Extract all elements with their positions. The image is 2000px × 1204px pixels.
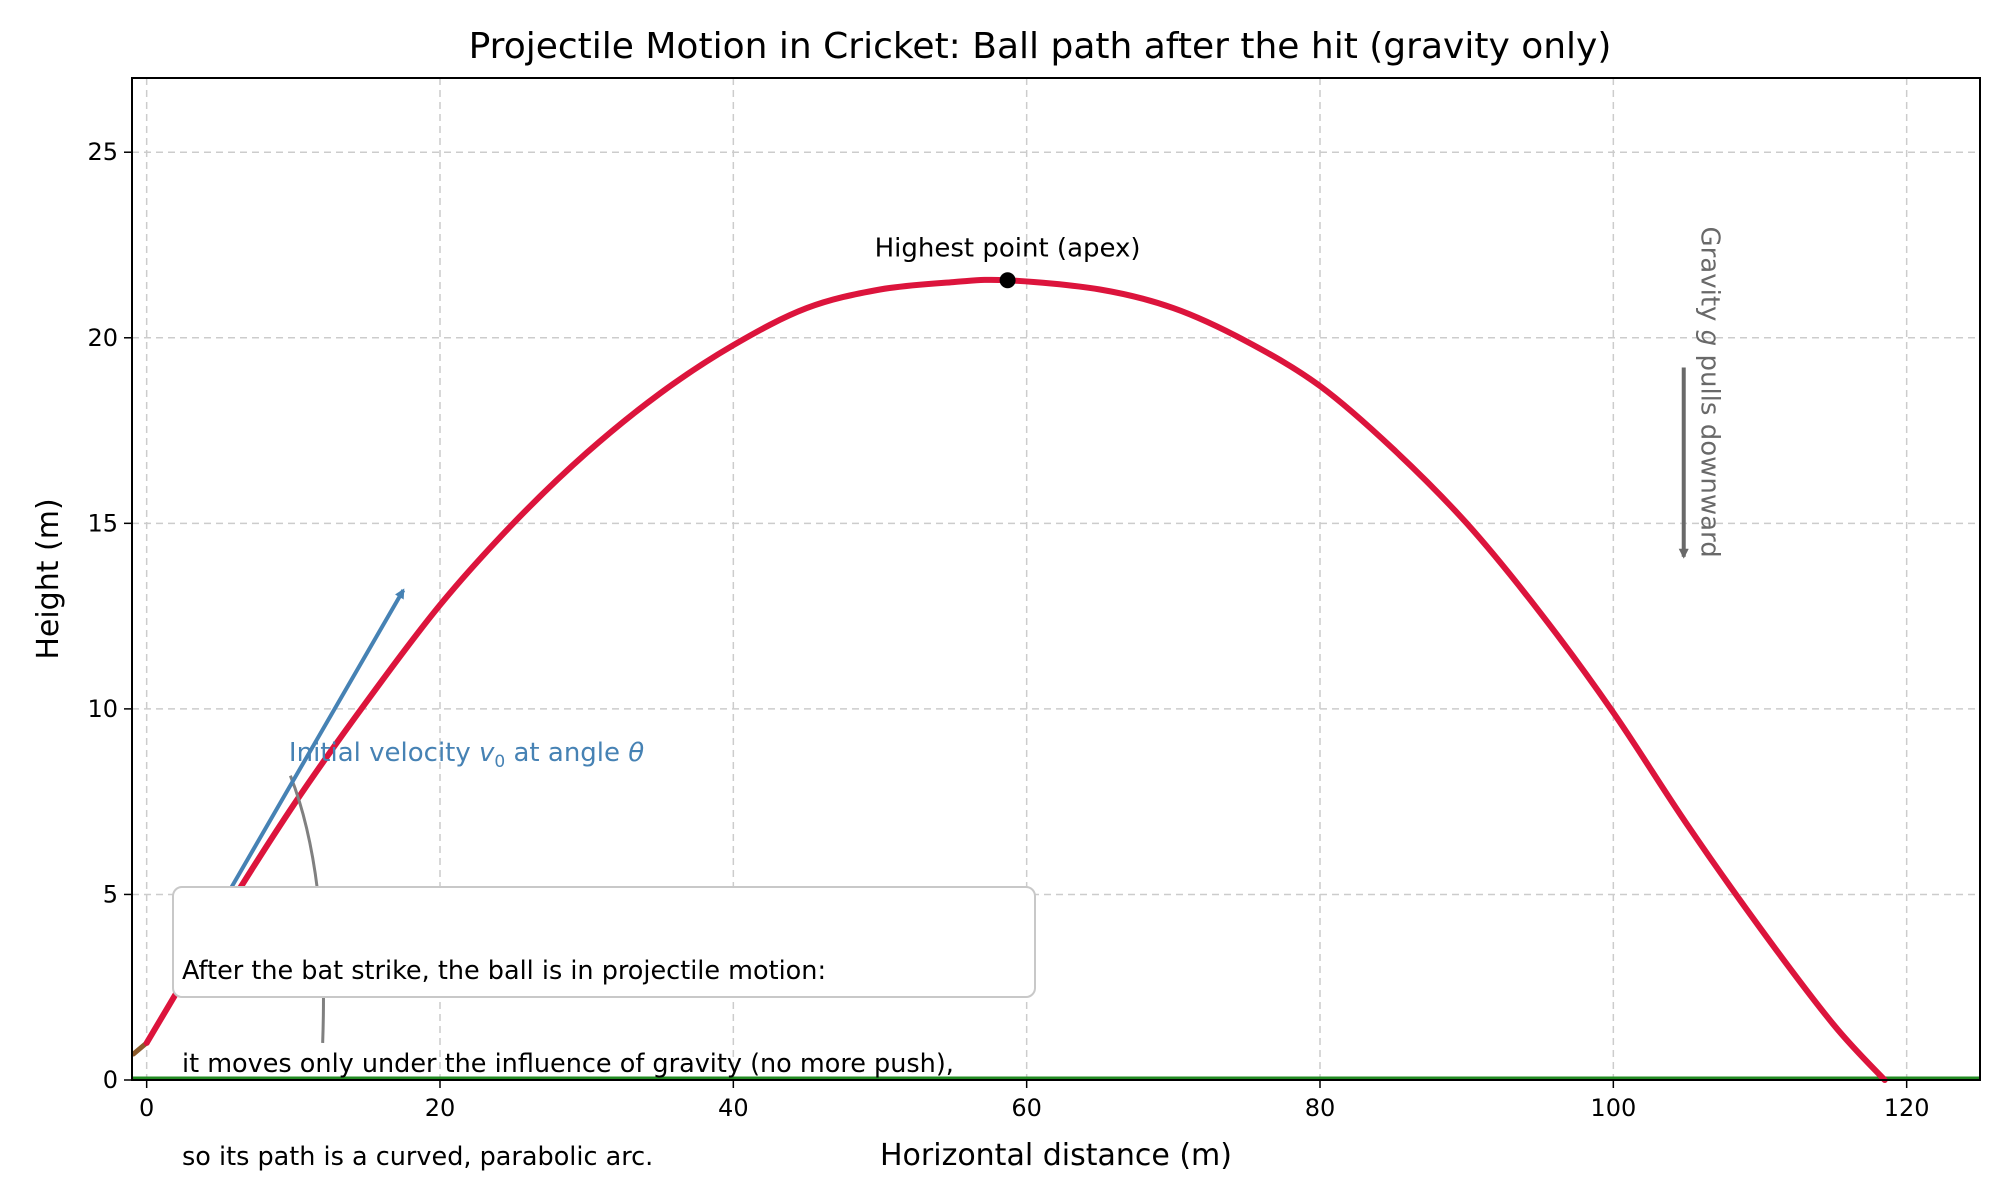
note-box xyxy=(172,886,1036,998)
chart-title: Projectile Motion in Cricket: Ball path … xyxy=(469,26,1612,67)
x-tick-label: 40 xyxy=(718,1094,749,1122)
y-tick-label: 5 xyxy=(103,880,118,908)
gravity-label-prefix: Gravity xyxy=(1694,226,1724,329)
theta-symbol: θ xyxy=(628,738,644,768)
plot-frame xyxy=(131,77,1981,1081)
y-tick-label: 10 xyxy=(87,695,118,723)
velocity-subscript: 0 xyxy=(494,752,505,772)
x-tick-label: 120 xyxy=(1884,1094,1930,1122)
velocity-arrow xyxy=(225,588,406,896)
velocity-label: Initial velocity v0 at angle θ xyxy=(289,738,644,772)
x-tick-label: 20 xyxy=(425,1094,456,1122)
gravity-label: Gravity g pulls downward xyxy=(1694,226,1724,557)
gravity-label-suffix: pulls downward xyxy=(1694,346,1724,558)
note-line-2: it moves only under the influence of gra… xyxy=(182,1049,954,1079)
axis-ticks: 0 20 40 60 80 100 120 0 5 10 15 20 25 xyxy=(87,138,1929,1122)
x-axis-label: Horizontal distance (m) xyxy=(880,1138,1232,1173)
x-tick-label: 80 xyxy=(1305,1094,1336,1122)
y-tick-label: 15 xyxy=(87,509,118,537)
y-tick-label: 25 xyxy=(87,138,118,166)
velocity-label-mid: at angle xyxy=(505,738,628,768)
x-tick-label: 100 xyxy=(1590,1094,1636,1122)
x-tick-label: 0 xyxy=(139,1094,154,1122)
note-line-1: After the bat strike, the ball is in pro… xyxy=(182,956,827,986)
note-text: After the bat strike, the ball is in pro… xyxy=(182,894,1042,1204)
y-tick-label: 0 xyxy=(103,1066,118,1094)
velocity-symbol: v xyxy=(479,738,495,768)
y-tick-label: 20 xyxy=(87,324,118,352)
note-line-3: so its path is a curved, parabolic arc. xyxy=(182,1142,654,1172)
plot-area xyxy=(130,272,1980,1083)
y-axis-label: Height (m) xyxy=(31,498,66,659)
apex-label: Highest point (apex) xyxy=(875,233,1141,263)
apex-point xyxy=(999,272,1016,289)
gravity-symbol: g xyxy=(1694,330,1724,347)
velocity-label-prefix: Initial velocity xyxy=(289,738,479,768)
x-tick-label: 60 xyxy=(1011,1094,1042,1122)
